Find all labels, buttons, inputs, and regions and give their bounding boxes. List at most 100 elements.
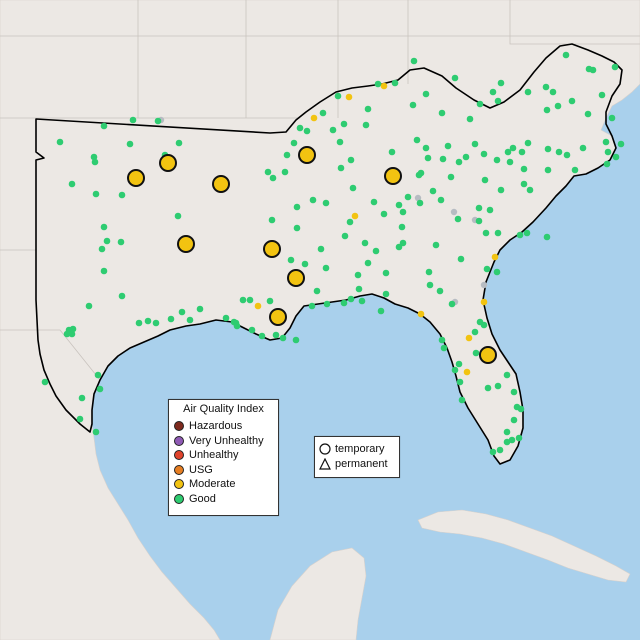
good-station-marker[interactable] (85, 302, 93, 310)
good-station-marker[interactable] (341, 232, 349, 240)
good-station-marker[interactable] (520, 165, 528, 173)
good-station-marker[interactable] (518, 148, 526, 156)
good-station-marker[interactable] (585, 65, 593, 73)
good-station-marker[interactable] (497, 186, 505, 194)
good-station-marker[interactable] (152, 319, 160, 327)
good-station-marker[interactable] (471, 140, 479, 148)
good-station-marker[interactable] (404, 193, 412, 201)
good-station-marker[interactable] (246, 296, 254, 304)
good-station-marker[interactable] (602, 138, 610, 146)
good-station-marker[interactable] (603, 160, 611, 168)
good-station-marker[interactable] (456, 378, 464, 386)
good-station-marker[interactable] (293, 224, 301, 232)
moderate-temporary-station-marker[interactable] (212, 175, 230, 193)
good-station-marker[interactable] (391, 79, 399, 87)
good-station-marker[interactable] (413, 136, 421, 144)
good-station-marker[interactable] (69, 325, 77, 333)
good-station-marker[interactable] (135, 319, 143, 327)
good-station-marker[interactable] (484, 384, 492, 392)
good-station-marker[interactable] (612, 153, 620, 161)
good-station-marker[interactable] (303, 127, 311, 135)
good-station-marker[interactable] (395, 201, 403, 209)
moderate-station-marker[interactable] (491, 253, 499, 261)
good-station-marker[interactable] (329, 126, 337, 134)
moderate-temporary-station-marker[interactable] (384, 167, 402, 185)
good-station-marker[interactable] (579, 144, 587, 152)
good-station-marker[interactable] (354, 271, 362, 279)
good-station-marker[interactable] (544, 166, 552, 174)
good-station-marker[interactable] (117, 238, 125, 246)
good-station-marker[interactable] (447, 173, 455, 181)
good-station-marker[interactable] (543, 106, 551, 114)
good-station-marker[interactable] (489, 88, 497, 96)
good-station-marker[interactable] (370, 198, 378, 206)
good-station-marker[interactable] (293, 203, 301, 211)
good-station-marker[interactable] (598, 91, 606, 99)
good-station-marker[interactable] (358, 297, 366, 305)
good-station-marker[interactable] (313, 287, 321, 295)
good-station-marker[interactable] (424, 154, 432, 162)
good-station-marker[interactable] (290, 139, 298, 147)
good-station-marker[interactable] (347, 156, 355, 164)
good-station-marker[interactable] (481, 176, 489, 184)
good-station-marker[interactable] (568, 97, 576, 105)
good-station-marker[interactable] (174, 212, 182, 220)
good-station-marker[interactable] (515, 434, 523, 442)
good-station-marker[interactable] (129, 116, 137, 124)
moderate-station-marker[interactable] (480, 298, 488, 306)
good-station-marker[interactable] (425, 268, 433, 276)
good-station-marker[interactable] (323, 300, 331, 308)
good-station-marker[interactable] (362, 121, 370, 129)
good-station-marker[interactable] (41, 378, 49, 386)
good-station-marker[interactable] (520, 180, 528, 188)
good-station-marker[interactable] (382, 290, 390, 298)
good-station-marker[interactable] (96, 385, 104, 393)
good-station-marker[interactable] (494, 229, 502, 237)
good-station-marker[interactable] (524, 88, 532, 96)
moderate-station-marker[interactable] (351, 212, 359, 220)
good-station-marker[interactable] (118, 191, 126, 199)
good-station-marker[interactable] (524, 139, 532, 147)
good-station-marker[interactable] (503, 371, 511, 379)
good-station-marker[interactable] (196, 305, 204, 313)
good-station-marker[interactable] (380, 210, 388, 218)
inactive-station-marker[interactable] (480, 281, 488, 289)
moderate-station-marker[interactable] (345, 93, 353, 101)
good-station-marker[interactable] (563, 151, 571, 159)
good-station-marker[interactable] (372, 247, 380, 255)
good-station-marker[interactable] (100, 223, 108, 231)
good-station-marker[interactable] (422, 90, 430, 98)
good-station-marker[interactable] (457, 255, 465, 263)
moderate-temporary-station-marker[interactable] (177, 235, 195, 253)
good-station-marker[interactable] (76, 415, 84, 423)
good-station-marker[interactable] (509, 144, 517, 152)
good-station-marker[interactable] (92, 190, 100, 198)
good-station-marker[interactable] (63, 330, 71, 338)
good-station-marker[interactable] (455, 158, 463, 166)
good-station-marker[interactable] (175, 139, 183, 147)
moderate-temporary-station-marker[interactable] (287, 269, 305, 287)
good-station-marker[interactable] (100, 122, 108, 130)
good-station-marker[interactable] (432, 241, 440, 249)
good-station-marker[interactable] (504, 148, 512, 156)
good-station-marker[interactable] (444, 142, 452, 150)
good-station-marker[interactable] (429, 187, 437, 195)
good-station-marker[interactable] (451, 366, 459, 374)
good-station-marker[interactable] (319, 109, 327, 117)
good-station-marker[interactable] (186, 316, 194, 324)
good-station-marker[interactable] (334, 92, 342, 100)
good-station-marker[interactable] (480, 150, 488, 158)
good-station-marker[interactable] (466, 115, 474, 123)
good-station-marker[interactable] (617, 140, 625, 148)
good-station-marker[interactable] (399, 208, 407, 216)
good-station-marker[interactable] (349, 184, 357, 192)
good-station-marker[interactable] (90, 153, 98, 161)
good-station-marker[interactable] (555, 148, 563, 156)
good-station-marker[interactable] (56, 138, 64, 146)
good-station-marker[interactable] (440, 344, 448, 352)
good-station-marker[interactable] (398, 223, 406, 231)
good-station-marker[interactable] (523, 229, 531, 237)
good-station-marker[interactable] (283, 151, 291, 159)
good-station-marker[interactable] (296, 124, 304, 132)
